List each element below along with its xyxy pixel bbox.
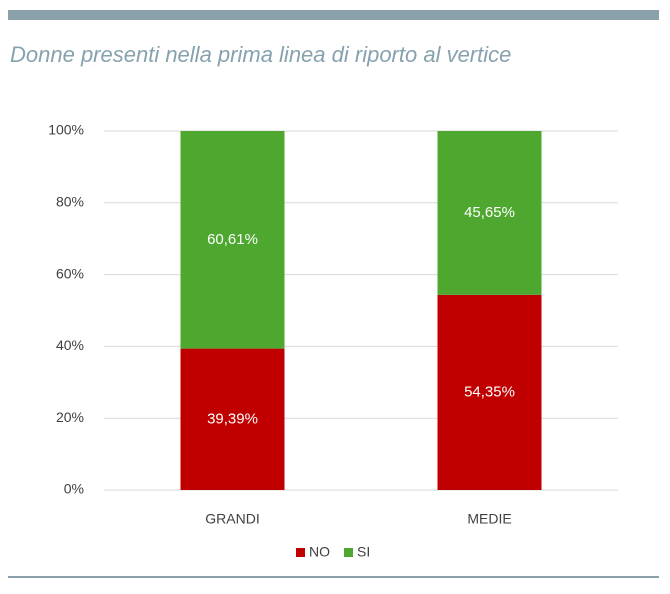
y-tick-label: 20% bbox=[56, 409, 84, 425]
data-label: 39,39% bbox=[207, 410, 258, 427]
data-label: 45,65% bbox=[464, 204, 515, 221]
bar-segment bbox=[437, 294, 542, 490]
chart-title: Donne presenti nella prima linea di ripo… bbox=[10, 42, 511, 67]
y-tick-label: 40% bbox=[56, 337, 84, 353]
x-tick-label: GRANDI bbox=[205, 511, 259, 527]
data-label: 54,35% bbox=[464, 383, 515, 400]
legend-label: SI bbox=[357, 544, 370, 560]
y-tick-label: 0% bbox=[64, 481, 84, 497]
bar-segment bbox=[180, 348, 285, 490]
bar-segment bbox=[180, 131, 285, 349]
bar-segment bbox=[437, 131, 542, 295]
y-tick-label: 100% bbox=[48, 122, 84, 138]
top-rule bbox=[8, 10, 659, 20]
legend-swatch bbox=[344, 548, 353, 557]
x-tick-label: MEDIE bbox=[467, 511, 511, 527]
y-tick-label: 80% bbox=[56, 194, 84, 210]
data-label: 60,61% bbox=[207, 231, 258, 248]
bottom-rule bbox=[8, 576, 659, 578]
y-tick-label: 60% bbox=[56, 265, 84, 281]
legend-label: NO bbox=[309, 544, 330, 560]
legend-swatch bbox=[296, 548, 305, 557]
